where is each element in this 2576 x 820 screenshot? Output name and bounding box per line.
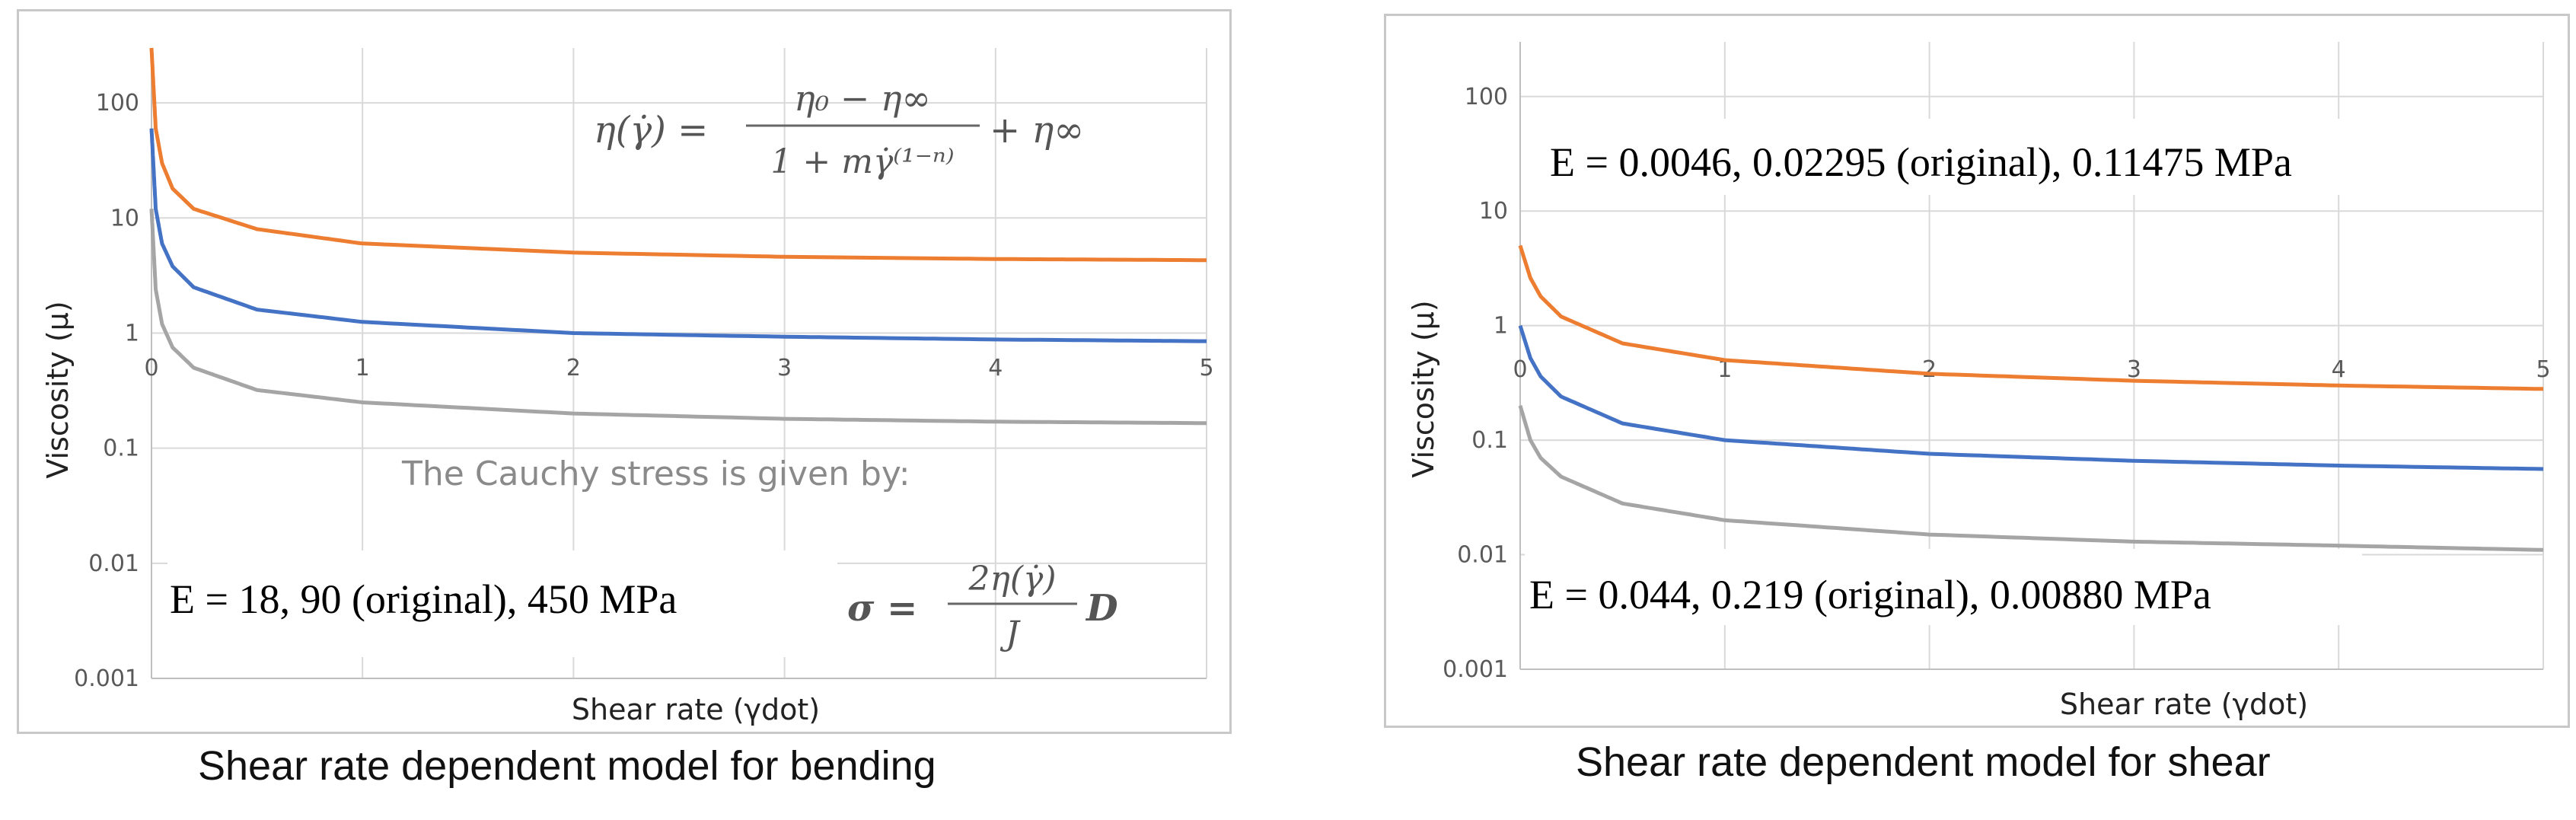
series-line-gray: [149, 209, 1207, 426]
cauchy-stress-text: The Cauchy stress is given by:: [401, 455, 910, 493]
y-tick-label: 10: [110, 205, 139, 231]
x-axis-title: Shear rate (γdot): [572, 693, 820, 726]
y-tick-label: 100: [96, 90, 139, 116]
series-lines: [1518, 244, 2544, 552]
e-label-shear-top: E = 0.0046, 0.02295 (original), 0.11475 …: [1550, 139, 2292, 185]
sigma-tail: D: [1085, 587, 1118, 630]
formula-tail: + η∞: [990, 109, 1084, 152]
x-tick-label: 0: [1513, 356, 1527, 383]
series-line-orange: [1518, 244, 2544, 391]
y-tick-label: 0.1: [1471, 427, 1508, 454]
sigma-formula: σ = 2η(γ̇) J D: [847, 560, 1118, 653]
y-tick-label: 0.001: [74, 665, 139, 692]
x-tick-label: 3: [777, 355, 792, 381]
y-tick-label: 100: [1465, 84, 1508, 110]
e-label-top-background: [1542, 119, 2467, 195]
x-tick-label: 4: [988, 355, 1003, 381]
caption-bending: Shear rate dependent model for bending: [198, 743, 936, 789]
e-label-bottom-background: [1525, 549, 2362, 625]
e-label-bending: E = 18, 90 (original), 450 MPa: [170, 576, 677, 622]
sigma-denominator: J: [999, 614, 1021, 653]
y-tick-label: 0.01: [1457, 542, 1508, 569]
caption-shear: Shear rate dependent model for shear: [1576, 739, 2271, 785]
y-tick-label: 1: [125, 320, 139, 346]
viscosity-formula: η(γ̇) = η₀ − η∞ 1 + mγ̇⁽¹⁻ⁿ⁾ + η∞: [594, 78, 1084, 181]
bending-chart-panel: 0.001 0.01 0.1 1 10 100 0 1 2 3 4 5 Shear rate (γdo…: [17, 9, 1232, 734]
sigma-numerator: 2η(γ̇): [968, 560, 1057, 598]
formula-lhs: η(γ̇) =: [594, 109, 708, 152]
y-tick-label: 0.1: [103, 436, 139, 462]
x-tick-label: 2: [566, 355, 581, 381]
series-line-blue: [149, 128, 1207, 343]
e-label-background: [167, 550, 837, 657]
x-tick-label: 1: [355, 355, 370, 381]
y-axis-title: Viscosity (μ): [1407, 300, 1440, 477]
formula-numerator: η₀ − η∞: [794, 78, 931, 119]
series-line-blue: [1518, 324, 2544, 471]
x-tick-label: 2: [1922, 356, 1937, 383]
y-tick-label: 0.01: [88, 550, 139, 577]
e-label-shear-bottom: E = 0.044, 0.219 (original), 0.00880 MPa: [1529, 572, 2211, 617]
x-tick-label: 3: [2127, 356, 2141, 383]
x-tick-label: 5: [1199, 355, 1213, 381]
shear-chart-panel: 0.001 0.01 0.1 1 10 100 0 1 2 3 4 5 Shear rate (γdo…: [1384, 14, 2570, 728]
series-lines: [149, 47, 1207, 426]
y-tick-label: 1: [1494, 313, 1508, 340]
x-tick-label: 5: [2536, 356, 2550, 383]
formula-denominator: 1 + mγ̇⁽¹⁻ⁿ⁾: [770, 142, 954, 181]
series-line-orange: [149, 47, 1207, 263]
x-tick-label: 4: [2332, 356, 2346, 383]
x-axis-title: Shear rate (γdot): [2060, 688, 2308, 721]
y-axis-title: Viscosity (μ): [41, 301, 75, 478]
x-tick-label: 1: [1717, 356, 1732, 383]
sigma-lhs: σ =: [847, 587, 917, 630]
x-tick-label: 0: [144, 355, 158, 381]
series-line-gray: [1518, 405, 2544, 552]
y-tick-label: 0.001: [1443, 656, 1508, 683]
y-tick-label: 10: [1479, 198, 1508, 225]
axes: [1519, 42, 2543, 670]
